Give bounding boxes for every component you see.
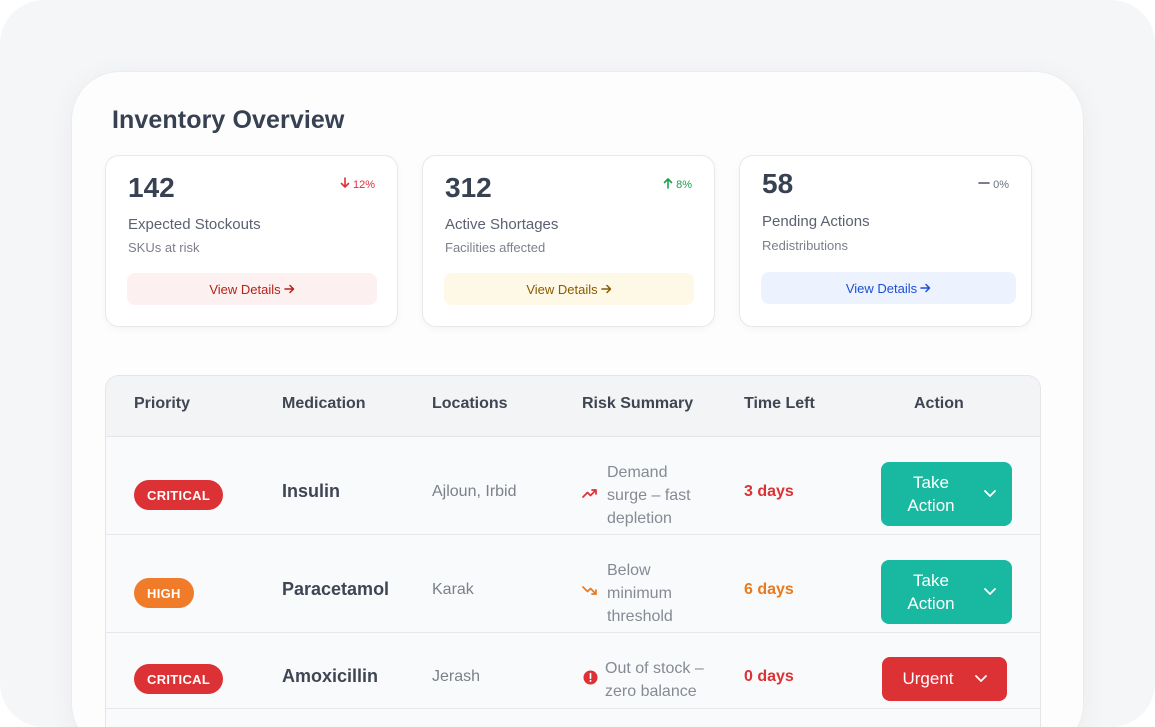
trend-percent: 12% (352, 178, 375, 191)
page-title: Inventory Overview (112, 106, 345, 134)
view-details-button[interactable]: View Details (761, 272, 1016, 304)
medication-name: Insulin (282, 481, 340, 501)
arrow-right-icon (600, 282, 612, 297)
action-line: Take (913, 571, 949, 590)
risk-line: zero balance (605, 683, 697, 700)
trend-indicator: 8% (663, 177, 692, 192)
medication-name: Amoxicillin (282, 666, 379, 686)
column-header-risk-summary[interactable]: Risk Summary (582, 395, 694, 412)
take-action-label: Take Action (881, 569, 981, 615)
chevron-down-icon (983, 583, 997, 601)
view-details-label: View Details (526, 281, 598, 297)
action-line: Action (907, 496, 955, 515)
table-row[interactable]: HIGH Paracetamol Karak Below minimum thr… (106, 535, 1040, 633)
location-text: Jerash (432, 668, 481, 685)
urgent-button[interactable]: Urgent (882, 657, 1007, 701)
column-header-time-left[interactable]: Time Left (744, 395, 815, 412)
stat-card-stockouts: 142 12% Expected Stockouts SKUs at risk … (105, 155, 398, 327)
priority-badge: CRITICAL (134, 480, 224, 510)
stat-value: 142 (128, 172, 175, 203)
location-text: Ajloun, Irbid (432, 483, 517, 500)
risk-line: surge – fast (607, 487, 691, 504)
risk-summary: Demand surge – fast depletion (607, 461, 691, 530)
stat-card-shortages: 312 8% Active Shortages Facilities affec… (422, 155, 715, 327)
risk-line: Out of stock – (605, 660, 704, 677)
priority-badge: CRITICAL (134, 664, 224, 694)
risk-line: Below (607, 562, 651, 579)
risk-summary: Out of stock – zero balance (605, 657, 704, 703)
take-action-button[interactable]: Take Action (881, 560, 1012, 624)
priority-badge: HIGH (134, 578, 194, 608)
arrow-down-icon (340, 177, 350, 192)
column-header-priority[interactable]: Priority (134, 395, 191, 412)
table-row[interactable]: CRITICAL Amoxicillin Jerash Out of stock… (106, 633, 1040, 709)
trend-down-icon (581, 582, 599, 600)
chevron-down-icon (974, 670, 988, 688)
trend-indicator: 0% (978, 177, 1009, 192)
view-details-label: View Details (845, 280, 918, 296)
medication-risk-table: Priority Medication Locations Risk Summa… (105, 375, 1041, 727)
column-header-medication[interactable]: Medication (282, 395, 366, 412)
risk-line: depletion (607, 510, 672, 527)
time-left: 6 days (744, 581, 794, 598)
action-line: Take (913, 473, 949, 492)
table-row[interactable]: CRITICAL Insulin Ajloun, Irbid Demand su… (106, 437, 1040, 535)
trend-percent: 0% (993, 178, 1009, 191)
take-action-label: Take Action (881, 471, 981, 517)
column-header-action[interactable]: Action (914, 395, 964, 412)
take-action-button[interactable]: Take Action (881, 462, 1012, 526)
stat-value: 312 (445, 172, 492, 203)
stat-sublabel: Redistributions (762, 238, 848, 253)
table-header: Priority Medication Locations Risk Summa… (106, 376, 1040, 437)
arrow-up-icon (663, 177, 673, 192)
risk-line: threshold (607, 608, 673, 625)
urgent-label: Urgent (902, 669, 954, 688)
location-text: Karak (432, 581, 474, 598)
arrow-right-icon (283, 282, 295, 297)
stat-label: Expected Stockouts (128, 216, 261, 233)
trend-percent: 8% (676, 178, 692, 191)
arrow-right-icon (920, 281, 931, 296)
risk-summary: Below minimum threshold (607, 559, 673, 628)
time-left: 3 days (744, 483, 794, 500)
column-header-locations[interactable]: Locations (432, 395, 508, 412)
time-left: 0 days (744, 668, 794, 685)
risk-line: Demand (607, 464, 668, 481)
trend-up-icon (581, 484, 599, 502)
view-details-button[interactable]: View Details (444, 273, 694, 305)
stat-sublabel: Facilities affected (445, 240, 546, 255)
stat-card-pending: 58 0% Pending Actions Redistributions Vi… (739, 155, 1032, 327)
medication-name: Paracetamol (282, 579, 390, 599)
risk-line: minimum (607, 585, 672, 602)
chevron-down-icon (983, 485, 997, 503)
trend-indicator: 12% (340, 177, 375, 192)
stat-sublabel: SKUs at risk (128, 240, 200, 255)
stat-label: Pending Actions (762, 213, 870, 230)
dash-icon (978, 177, 990, 192)
action-line: Action (907, 594, 955, 613)
view-details-label: View Details (209, 281, 281, 297)
alert-circle-icon (581, 668, 599, 686)
stat-value: 58 (762, 168, 794, 199)
stat-label: Active Shortages (445, 216, 559, 233)
view-details-button[interactable]: View Details (127, 273, 377, 305)
